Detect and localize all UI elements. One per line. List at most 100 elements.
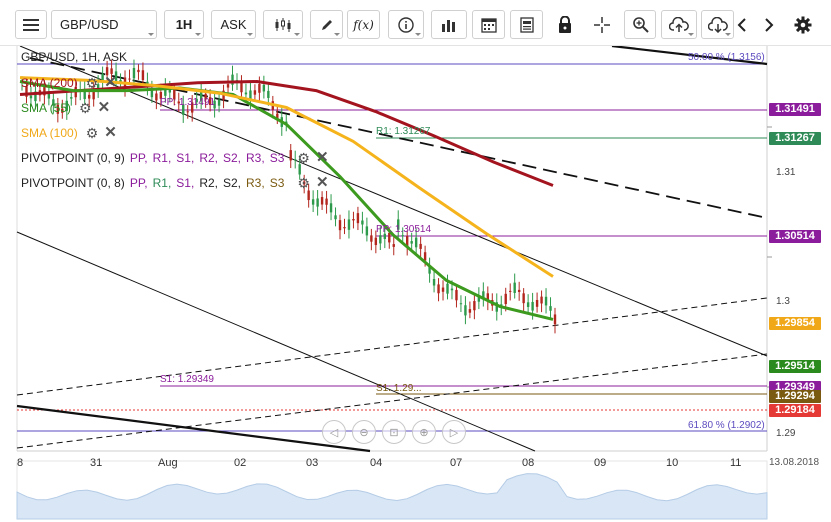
candle-body	[495, 302, 498, 312]
pivot-s1-label: S1: 1.29349	[160, 374, 214, 385]
bar-chart-icon[interactable]	[431, 10, 467, 39]
gear-icon[interactable]	[792, 10, 814, 39]
candle-body	[370, 235, 373, 242]
candle-body	[195, 98, 198, 103]
symbol-label: GBP/USD	[60, 17, 119, 32]
legend-pivot1: PIVOTPOINT (0, 9) PP, R1, S1, R2, S2, R3…	[21, 149, 329, 166]
candle-body	[83, 88, 86, 100]
candle-body	[34, 91, 37, 102]
gear-icon[interactable]: ⚙	[79, 100, 92, 116]
indicator-button[interactable]: f(x)	[347, 10, 380, 39]
corner-date-label: 13.08.2018	[769, 457, 820, 468]
gear-icon[interactable]: ⚙	[297, 175, 310, 191]
zoom-icon[interactable]	[624, 10, 656, 39]
calendar-icon[interactable]	[472, 10, 505, 39]
candle-body	[159, 92, 163, 99]
time-axis-label: Aug	[158, 457, 178, 469]
candle-body	[217, 99, 221, 106]
close-icon[interactable]: ✕	[315, 174, 329, 191]
candle-body	[549, 306, 552, 311]
fit-icon[interactable]: ⊡	[382, 420, 406, 444]
close-icon[interactable]: ✕	[97, 99, 111, 116]
chevron-left-icon[interactable]	[734, 10, 750, 39]
legend-pivot2: PIVOTPOINT (0, 8) PP, R1, S1, R2, S2, R3…	[21, 174, 329, 191]
sma-line	[19, 80, 554, 321]
candle-body	[356, 213, 360, 224]
candle-body	[61, 108, 64, 113]
chevron-right-icon[interactable]	[761, 10, 777, 39]
price-chart[interactable]: GBP/USD, 1H, ASK SMA (200) ⚙ ✕ SMA (55) …	[0, 44, 831, 522]
candle-body	[29, 95, 33, 99]
candle-body	[441, 287, 445, 292]
info-icon[interactable]	[388, 10, 424, 39]
price-tag-pp-lower: 1.30514	[769, 230, 821, 243]
close-icon[interactable]: ✕	[104, 74, 117, 91]
candle-body	[486, 293, 490, 302]
legend-pivot2-r3: R3,	[246, 176, 265, 190]
crosshair-icon[interactable]	[587, 10, 617, 39]
candle-body	[522, 293, 525, 304]
news-icon[interactable]	[510, 10, 543, 39]
navigator-area	[16, 473, 768, 520]
gear-icon[interactable]: ⚙	[297, 150, 310, 166]
timeframe-select[interactable]: 1H	[164, 10, 204, 39]
candle-body	[343, 227, 346, 229]
legend-pivot1-s3: S3	[269, 151, 285, 165]
candle-body	[173, 89, 176, 100]
price-tag-text: 1.31491	[775, 103, 815, 115]
gear-icon[interactable]: ⚙	[85, 75, 99, 91]
hamburger-menu-icon[interactable]	[15, 10, 47, 39]
legend-sma55-text: SMA (55)	[21, 101, 72, 115]
candle-body	[43, 87, 46, 96]
candle-body	[141, 70, 145, 81]
candle-body	[249, 90, 252, 101]
candle-body	[101, 73, 104, 82]
gear-icon[interactable]: ⚙	[85, 125, 99, 141]
candle-body	[128, 78, 131, 80]
pivot-pp-lower-label: PP: 1.30514	[376, 224, 432, 235]
arrow-right-icon[interactable]: ▷	[442, 420, 466, 444]
close-icon[interactable]: ✕	[104, 124, 117, 141]
candle-body	[535, 299, 539, 307]
candle-body	[87, 94, 91, 99]
price-side-select[interactable]: ASK	[211, 10, 256, 39]
candle-body	[464, 305, 467, 316]
price-axis-label-text: 1.31	[776, 167, 796, 178]
cloud-upload-icon[interactable]	[661, 10, 697, 39]
legend-pivot1-s1: S1,	[176, 151, 195, 165]
candle-body	[56, 104, 60, 114]
pencil-icon[interactable]	[310, 10, 343, 39]
candle-body	[182, 104, 185, 115]
candlestick-icon[interactable]	[263, 10, 303, 39]
legend-sma100: SMA (100) ⚙ ✕	[21, 124, 117, 141]
candle-body	[397, 219, 400, 230]
arrow-left-icon[interactable]: ◁	[322, 420, 346, 444]
pivot-pp-upper-label: PP: 1.31491	[160, 97, 216, 108]
candle-body	[365, 226, 369, 236]
legend-pivot1-pp: PP,	[129, 151, 148, 165]
price-tag-text: 1.29294	[775, 390, 815, 402]
candle-body	[473, 301, 476, 311]
candle-body	[428, 266, 431, 274]
close-icon[interactable]: ✕	[315, 149, 329, 166]
trendline-lower-channel	[16, 231, 536, 452]
candle-body	[517, 289, 521, 293]
candle-body	[450, 288, 454, 291]
symbol-select[interactable]: GBP/USD	[51, 10, 157, 39]
candle-body	[329, 203, 333, 213]
legend-pivot2-s1: S1,	[176, 176, 195, 190]
candle-body	[204, 93, 207, 100]
zoom-in-icon[interactable]: ⊕	[412, 420, 436, 444]
zoom-out-icon[interactable]: ⊖	[352, 420, 376, 444]
candle-body	[405, 236, 409, 247]
candle-body	[482, 291, 485, 299]
candle-body	[325, 198, 328, 205]
moving-average-series	[19, 76, 554, 321]
legend-pivot2-text: PIVOTPOINT (0, 8)	[21, 176, 125, 190]
lock-icon[interactable]	[550, 10, 580, 39]
chart-canvas[interactable]	[0, 44, 831, 522]
cloud-download-icon[interactable]	[701, 10, 734, 39]
legend-title-text: GBP/USD, 1H, ASK	[21, 50, 128, 64]
candle-body	[437, 284, 440, 294]
candle-body	[137, 69, 140, 73]
